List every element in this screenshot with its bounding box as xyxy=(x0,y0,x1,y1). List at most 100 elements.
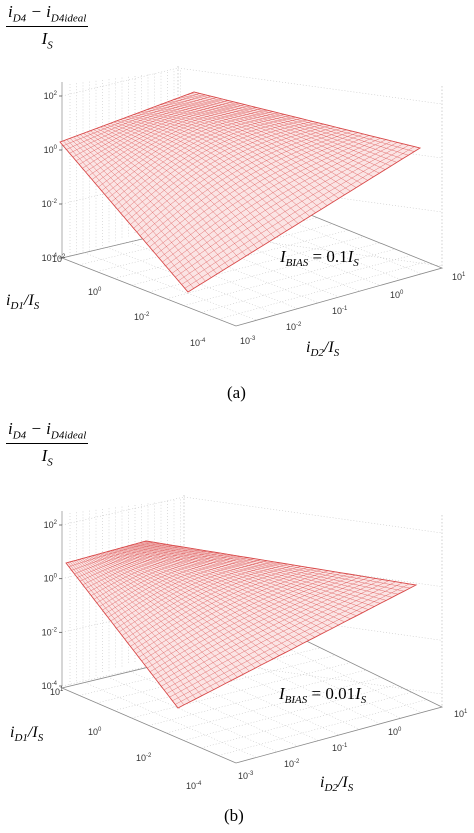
y-axis-title-a: iD1/IS xyxy=(6,292,40,312)
surface-gridline-b xyxy=(177,584,417,709)
surface-gridline-b xyxy=(121,562,282,636)
surface-gridline-a xyxy=(140,111,328,206)
surface-gridline-b xyxy=(152,574,356,676)
surface-gridline-b xyxy=(121,547,345,623)
z-tick-label-b: 10-4 xyxy=(42,681,58,691)
z-tick-label-b: 10-2 xyxy=(42,627,58,637)
surface-gridline-a xyxy=(159,135,370,259)
surface-gridline-a xyxy=(123,119,308,218)
surface-gridline-a xyxy=(170,100,380,174)
surface-gridline-b xyxy=(147,572,342,669)
surface-gridline-b xyxy=(169,581,396,698)
x-tick-label-b: 10-1 xyxy=(332,743,348,753)
z-tick-label-a: 100 xyxy=(44,145,58,155)
floor-gridline-a xyxy=(166,242,380,300)
surface-gridline-b xyxy=(113,549,321,635)
surface-gridline-b xyxy=(127,564,295,643)
surface-gridline-b xyxy=(135,568,315,654)
surface-gridline-b xyxy=(143,541,411,589)
surface-gridline-a xyxy=(193,91,421,149)
z-gridline-back-a xyxy=(177,67,443,105)
surface-gridline-a xyxy=(187,94,409,156)
surface-gridline-a xyxy=(168,139,387,270)
x-tick-label-b: 101 xyxy=(454,709,468,719)
z-tick-label-a: 10-4 xyxy=(42,253,58,263)
surface-gridline-b xyxy=(158,577,369,683)
surface-gridline-b xyxy=(119,547,339,626)
z-gridline-back-a xyxy=(177,229,443,267)
surface-gridline-a xyxy=(143,110,334,203)
surface-gridline-a xyxy=(160,104,363,185)
surface-gridline-a xyxy=(133,123,324,229)
x-tick-label-a: 10-2 xyxy=(286,322,302,332)
surface-gridline-b xyxy=(123,546,351,620)
surface-gridline-b xyxy=(166,580,390,694)
surface-gridline-a xyxy=(183,95,403,160)
surface-gridline-a xyxy=(171,140,392,274)
y-tick-label-b: 101 xyxy=(50,687,64,697)
surface-gridline-a xyxy=(162,136,375,263)
surface-gridline-a xyxy=(181,145,409,285)
surface-gridline-a xyxy=(184,146,415,289)
surface-gridline-a xyxy=(173,99,386,170)
surface-gridline-b xyxy=(135,543,387,601)
chart-panel-b: 102 100 10-2 10-4 101 100 10-2 10-4 10-3 10-2 10-1… xyxy=(0,417,474,833)
surface-gridline-b xyxy=(133,544,381,604)
floor-gridline-a xyxy=(183,248,396,306)
panel-label-b: (b) xyxy=(224,806,244,825)
surface-gridline-a xyxy=(149,130,353,248)
surface-gridline-b xyxy=(109,550,310,641)
surface-gridline-b xyxy=(175,583,410,705)
surface-gridline-a xyxy=(150,108,345,195)
surface-gridline-b xyxy=(115,549,327,632)
x-axis-title-a: iD2/IS xyxy=(306,339,340,359)
surface-gridline-b xyxy=(127,545,363,613)
surface-gridline-b xyxy=(141,570,329,662)
floor-gridline-a xyxy=(148,236,365,293)
floor-gridline-a xyxy=(201,255,411,313)
x-tick-label-b: 100 xyxy=(388,727,402,737)
z-gridline-b xyxy=(61,496,185,526)
surface-plot-b: 10210010-210-410110010-210-410-310-210-1… xyxy=(10,495,468,794)
x-tick-label-a: 100 xyxy=(390,290,404,300)
y-tick-label-a: 100 xyxy=(88,287,102,297)
surface-gridline-a xyxy=(147,109,339,199)
surface-gridline-b xyxy=(133,567,309,651)
floor-gridline-b xyxy=(148,669,367,726)
floor-gridline-b xyxy=(221,649,381,725)
z-gridline-back-a xyxy=(177,175,443,213)
surface-gridline-b xyxy=(138,569,322,658)
surface-gridline-b xyxy=(107,551,304,644)
surface-gridline-a xyxy=(127,121,313,221)
surface-gridline-a xyxy=(130,122,319,225)
z-tick-label-a: 10-2 xyxy=(42,199,58,209)
floor-gridline-b xyxy=(107,676,278,753)
surface-gridline-a xyxy=(178,143,404,281)
y-tick-label-b: 10-4 xyxy=(186,781,202,791)
z-axis-label-a: iD4 − iD4ideal IS xyxy=(6,2,89,52)
surface-gridline-a xyxy=(177,98,392,167)
y-tick-label-b: 100 xyxy=(88,727,102,737)
surface-gridline-b xyxy=(139,542,399,595)
surface-gridline-b xyxy=(131,544,375,607)
surface-gridline-a xyxy=(153,106,351,192)
surface-gridline-b xyxy=(145,540,417,586)
floor-gridline-a xyxy=(173,231,340,298)
x-tick-label-a: 10-1 xyxy=(332,306,348,316)
floor-gridline-a xyxy=(218,220,381,286)
bias-annotation-a: IBIAS = 0.1IS xyxy=(279,247,359,269)
surface-gridline-a xyxy=(139,126,336,236)
surface-gridline-a xyxy=(143,128,341,240)
surface-gridline-a xyxy=(190,93,415,152)
surface-gridline-b xyxy=(130,566,302,647)
z-tick-label-a: 102 xyxy=(44,91,58,101)
surface-gridline-a xyxy=(175,142,398,278)
surface-gridline-b xyxy=(172,582,403,701)
floor-gridline-b xyxy=(84,682,257,758)
y-tick-label-a: 102 xyxy=(52,254,66,264)
floor-gridline-a xyxy=(263,210,422,275)
bias-annotation-b: IBIAS = 0.01IS xyxy=(278,684,367,706)
chart-panel-a: 102 100 10-2 10-4 102 100 10-2 10-4 10-3 10-2 10-1… xyxy=(0,0,474,416)
surface-mesh-b xyxy=(65,540,418,709)
surface-fill-b xyxy=(65,540,418,709)
